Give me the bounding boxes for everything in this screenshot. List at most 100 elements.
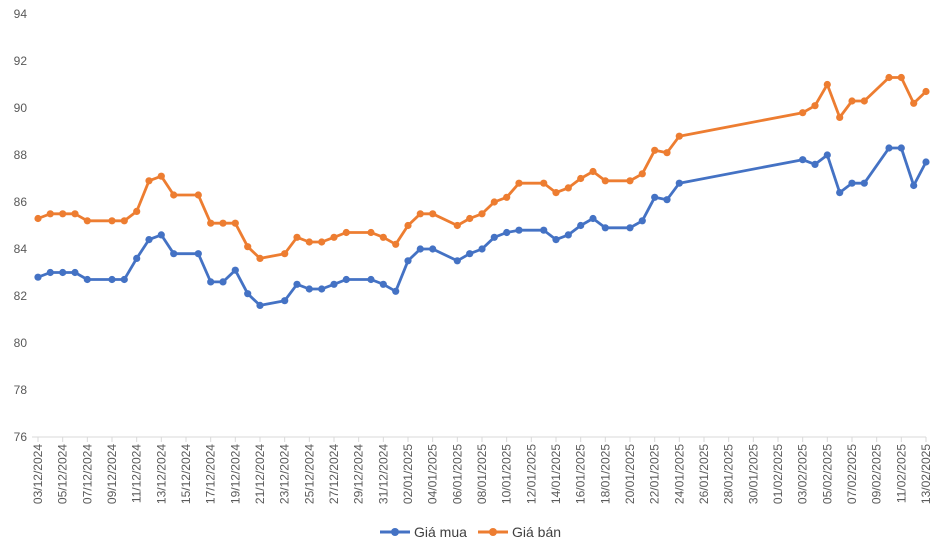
x-tick-label: 23/12/2024 — [278, 444, 292, 504]
y-tick-label: 76 — [14, 430, 28, 444]
data-point — [219, 219, 227, 227]
data-point — [515, 226, 523, 234]
data-point — [293, 233, 301, 241]
x-tick-label: 29/12/2024 — [352, 444, 366, 504]
chart-legend: Giá mua Giá bán — [380, 524, 561, 540]
data-point — [392, 287, 400, 295]
data-point — [478, 210, 486, 218]
data-point — [638, 170, 646, 178]
x-tick-label: 31/12/2024 — [376, 444, 390, 504]
data-point — [120, 275, 128, 284]
data-point — [885, 73, 893, 82]
x-tick-label: 05/12/2024 — [56, 444, 70, 504]
data-point — [256, 254, 264, 262]
data-point — [922, 158, 930, 166]
data-point — [392, 240, 400, 248]
x-tick-label: 27/12/2024 — [327, 444, 341, 504]
data-point — [799, 156, 807, 164]
legend-marker-gia-mua — [391, 528, 399, 536]
data-point — [416, 245, 424, 253]
y-tick-label: 80 — [14, 336, 28, 350]
data-point — [367, 228, 375, 237]
data-point — [157, 231, 165, 239]
x-tick-label: 03/02/2025 — [796, 444, 810, 504]
x-tick-label: 14/01/2025 — [549, 444, 563, 504]
x-tick-label: 28/01/2025 — [722, 444, 736, 504]
data-point — [330, 233, 338, 241]
x-tick-label: 13/12/2024 — [154, 444, 168, 504]
x-tick-label: 07/02/2025 — [845, 444, 859, 504]
data-point — [194, 191, 202, 199]
data-point — [453, 257, 461, 265]
data-point — [675, 179, 683, 187]
data-point — [157, 172, 165, 180]
y-tick-label: 92 — [14, 54, 28, 68]
series-0 — [34, 144, 930, 309]
data-point — [429, 245, 437, 253]
data-point — [46, 210, 54, 218]
data-point — [404, 221, 412, 230]
data-point — [515, 179, 523, 187]
data-point — [860, 179, 868, 187]
data-point — [897, 73, 905, 82]
data-point — [860, 97, 868, 105]
data-point — [589, 167, 597, 176]
data-point — [59, 210, 67, 218]
y-tick-label: 78 — [14, 383, 28, 397]
data-point — [601, 177, 609, 185]
data-point — [429, 210, 437, 218]
data-point — [305, 285, 313, 293]
data-point — [145, 177, 153, 185]
data-point — [799, 109, 807, 117]
data-point — [577, 221, 585, 230]
x-tick-label: 11/12/2024 — [130, 444, 144, 503]
legend-item-gia-ban: Giá bán — [478, 524, 561, 540]
data-point — [133, 254, 141, 262]
data-point — [416, 210, 424, 218]
y-tick-label: 90 — [14, 101, 28, 115]
data-point — [342, 228, 350, 237]
x-tick-label: 12/01/2025 — [524, 444, 538, 504]
data-point — [897, 144, 905, 152]
x-tick-label: 02/01/2025 — [401, 444, 415, 504]
data-point — [379, 233, 387, 241]
data-point — [330, 280, 338, 288]
data-point — [885, 144, 893, 152]
series-1 — [34, 73, 930, 262]
x-tick-label: 25/12/2024 — [302, 444, 316, 504]
data-point — [552, 236, 560, 244]
x-tick-label: 15/12/2024 — [179, 444, 193, 504]
y-tick-label: 84 — [14, 242, 28, 256]
x-tick-label: 13/02/2025 — [919, 444, 933, 504]
x-tick-label: 10/01/2025 — [500, 444, 514, 504]
data-point — [478, 245, 486, 253]
data-point — [848, 179, 856, 187]
data-point — [231, 266, 239, 274]
x-tick-label: 07/12/2024 — [80, 444, 94, 504]
x-tick-label: 03/12/2024 — [31, 444, 45, 504]
data-point — [626, 177, 634, 185]
data-point — [466, 250, 474, 258]
data-point — [404, 257, 412, 265]
data-point — [293, 280, 301, 288]
x-tick-label: 11/02/2025 — [894, 444, 908, 503]
data-point — [848, 97, 856, 105]
series-lines — [34, 73, 930, 309]
data-point — [836, 113, 844, 121]
x-tick-label: 09/12/2024 — [105, 444, 119, 504]
data-point — [811, 160, 819, 168]
series-line — [37, 76, 927, 260]
data-point — [170, 250, 178, 258]
data-point — [367, 275, 375, 284]
legend-label-gia-mua: Giá mua — [414, 524, 467, 540]
x-tick-label: 09/02/2025 — [870, 444, 884, 504]
x-tick-label: 21/12/2024 — [253, 444, 267, 504]
x-tick-label: 16/01/2025 — [574, 444, 588, 504]
legend-label-gia-ban: Giá bán — [512, 524, 561, 540]
data-point — [145, 236, 153, 244]
data-point — [71, 268, 79, 277]
data-point — [281, 297, 289, 305]
data-point — [564, 184, 572, 192]
x-tick-label: 01/02/2025 — [771, 444, 785, 504]
